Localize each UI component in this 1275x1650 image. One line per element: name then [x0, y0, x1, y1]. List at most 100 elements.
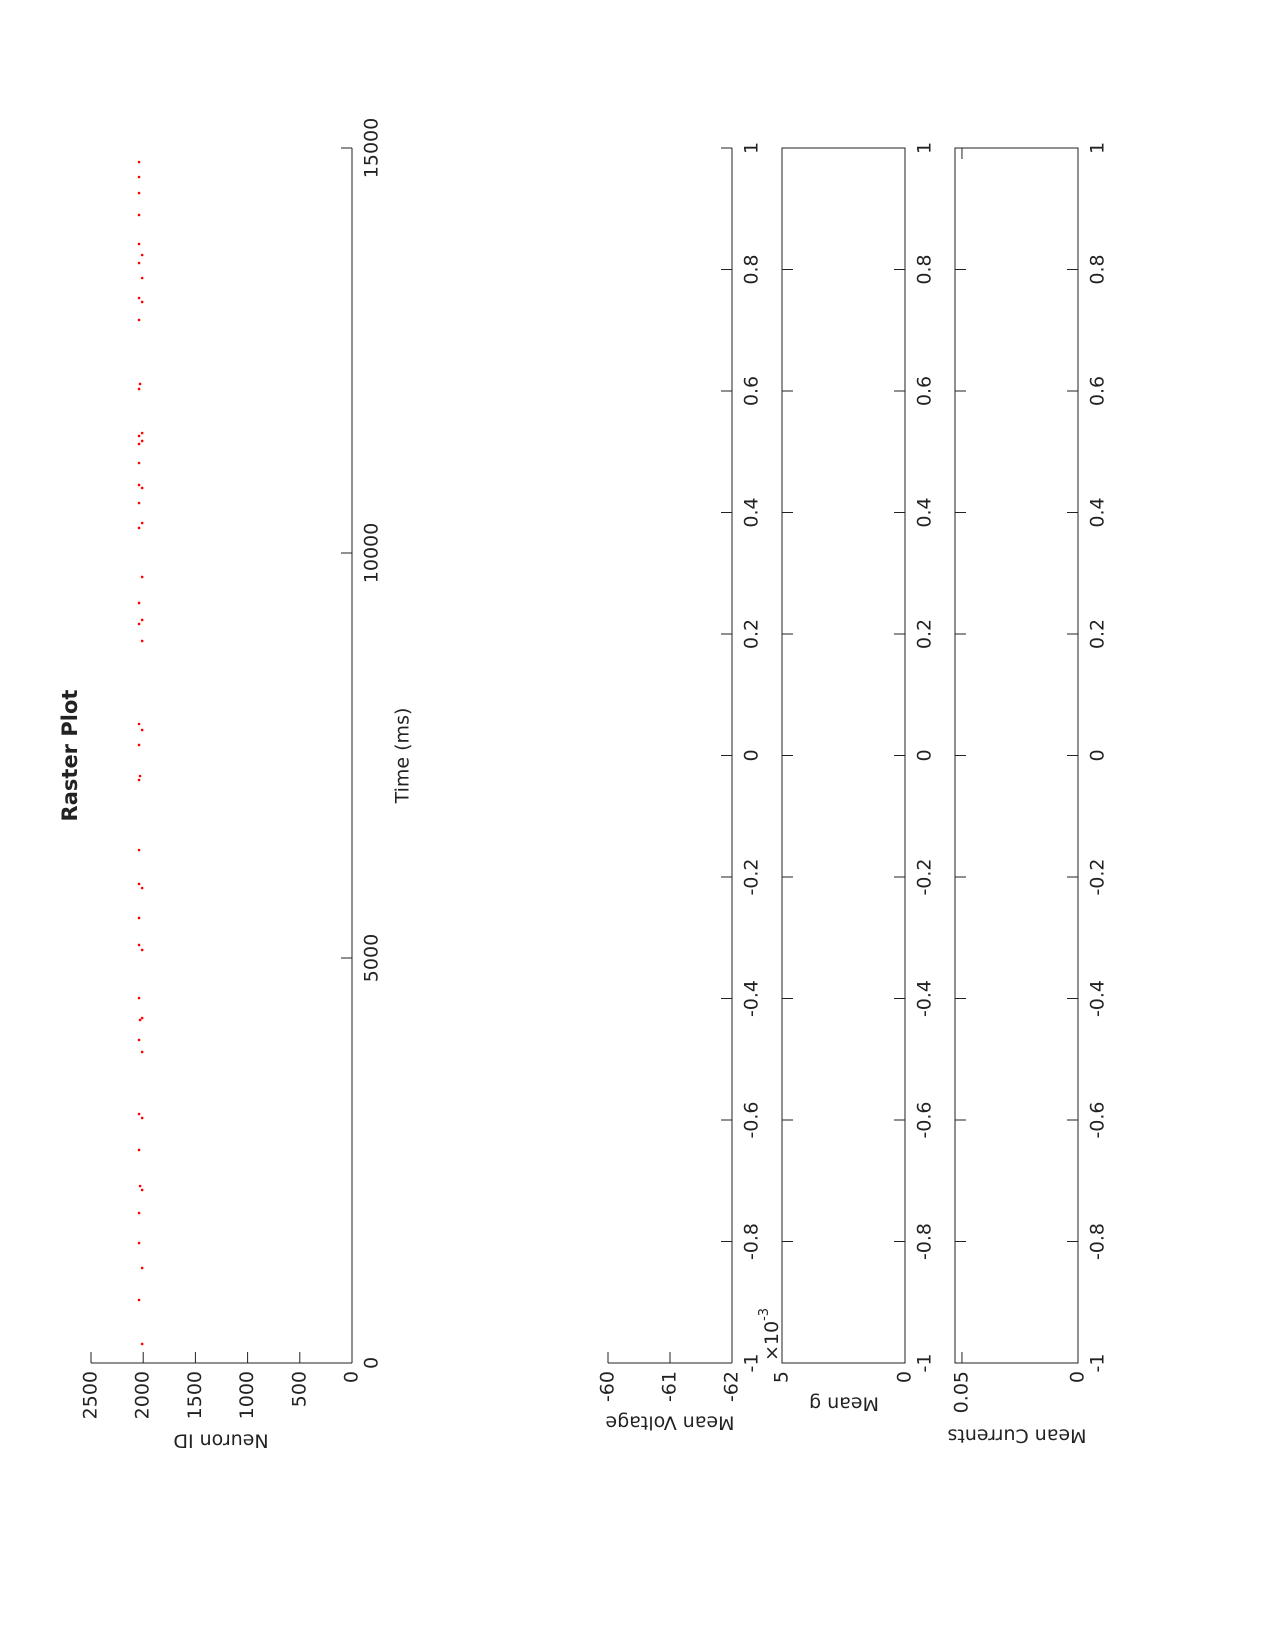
spike — [140, 439, 144, 443]
axes-box — [781, 147, 906, 1364]
axes: 0 5000 10000 15000 0 500 1000 1500 2000 2500 Raste… — [58, 118, 414, 1452]
chart-title: Raster Plot — [58, 690, 82, 822]
x-axis-label: Time (ms) — [392, 708, 414, 805]
y-tick-label: 2000 — [132, 1371, 154, 1419]
x-tick-label: 0.8 — [741, 254, 763, 284]
spike — [137, 1038, 141, 1042]
x-tick-label: 1 — [741, 142, 763, 154]
spike — [140, 253, 144, 257]
y-axis-label: Mean Currents — [947, 1425, 1086, 1447]
spike — [140, 639, 144, 643]
multiplier-base: ×10 — [761, 1321, 783, 1361]
y-tick-label: 500 — [288, 1371, 310, 1407]
spike — [138, 1018, 142, 1022]
spike — [140, 1342, 144, 1346]
x-tick-label: -0.2 — [914, 858, 936, 895]
spike — [140, 521, 144, 525]
spike — [140, 618, 144, 622]
y-tick-label: -60 — [597, 1371, 619, 1402]
x-tick-label: -0.4 — [1087, 980, 1109, 1017]
x-tick-label: 0 — [361, 1357, 383, 1369]
axes: -1 -0.8 -0.6 -0.4 -0.2 0 0.2 0.4 0.6 0.8 1 0 5 Mean g… — [757, 142, 936, 1415]
y-tick-label: -61 — [659, 1371, 681, 1402]
x-tick-label: 0.6 — [914, 376, 936, 406]
spike — [137, 916, 141, 920]
y-multiplier: ×10-3 — [757, 1308, 783, 1361]
x-tick-label: 0 — [914, 749, 936, 761]
x-tick-label: 0.8 — [914, 254, 936, 284]
spike — [137, 213, 141, 217]
spike — [137, 622, 141, 626]
y-tick-label: 0 — [341, 1371, 363, 1383]
x-tick-label: 0 — [1087, 749, 1109, 761]
spike — [137, 996, 141, 1000]
y-axis-label: Mean g — [809, 1393, 879, 1415]
spike — [138, 382, 142, 386]
spike — [137, 501, 141, 505]
x-tick-label: 0.2 — [741, 619, 763, 649]
x-tick-label: 5000 — [361, 934, 383, 982]
spike — [137, 601, 141, 605]
spike — [137, 261, 141, 265]
y-tick-label: -62 — [721, 1371, 743, 1402]
x-tick-label: 0.6 — [1087, 376, 1109, 406]
spike — [140, 575, 144, 579]
spike — [137, 442, 141, 446]
x-tick-label: -0.8 — [741, 1223, 763, 1260]
y-tick-label: 0 — [894, 1371, 916, 1383]
x-tick-label: 0.8 — [1087, 254, 1109, 284]
spike — [137, 882, 141, 886]
spike — [137, 743, 141, 747]
spike — [140, 728, 144, 732]
x-tick-label: -1 — [741, 1354, 763, 1373]
x-tick-label: 0.2 — [914, 619, 936, 649]
axes: -1 -0.8 -0.6 -0.4 -0.2 0 0.2 0.4 0.6 0.8 1 0 0.05 Mea… — [947, 142, 1108, 1447]
multiplier-exponent: -3 — [757, 1308, 772, 1321]
x-tick-label: -1 — [1087, 1354, 1109, 1373]
x-tick-label: 0.4 — [914, 497, 936, 527]
y-tick-label: 0 — [1067, 1371, 1089, 1383]
spike — [140, 300, 144, 304]
spike — [137, 191, 141, 195]
y-tick-label: 2500 — [80, 1371, 102, 1419]
spike — [137, 778, 141, 782]
x-tick-label: -1 — [914, 1354, 936, 1373]
axes: -1 -0.8 -0.6 -0.4 -0.2 0 0.2 0.4 0.6 0.8 1 -62 -61 -6… — [597, 142, 763, 1434]
spike — [137, 318, 141, 322]
spike — [137, 526, 141, 530]
x-tick-label: -0.8 — [914, 1223, 936, 1260]
spike — [140, 1188, 144, 1192]
spike — [137, 160, 141, 164]
spike — [137, 1298, 141, 1302]
x-tick-label: 15000 — [361, 118, 383, 178]
x-tick-label: -0.2 — [741, 858, 763, 895]
y-tick-label: 1500 — [184, 1371, 206, 1419]
x-tick-label: -0.2 — [1087, 858, 1109, 895]
spike — [137, 1148, 141, 1152]
spike — [140, 1266, 144, 1270]
spike — [137, 434, 141, 438]
y-axis-label: Neuron ID — [173, 1430, 268, 1452]
axes-box — [954, 147, 1079, 1364]
spike — [137, 722, 141, 726]
spike — [140, 886, 144, 890]
y-tick-label: 0.05 — [950, 1371, 972, 1413]
x-tick-label: 1 — [914, 142, 936, 154]
spike — [138, 774, 142, 778]
x-tick-label: 10000 — [361, 523, 383, 583]
x-tick-label: 0.2 — [1087, 619, 1109, 649]
spike — [137, 848, 141, 852]
spike — [137, 242, 141, 246]
spike — [137, 1241, 141, 1245]
y-axis-label: Mean Voltage — [605, 1412, 734, 1434]
x-tick-label: -0.6 — [1087, 1101, 1109, 1138]
y-tick-label: 1000 — [236, 1371, 258, 1419]
y-tick-label: 5 — [771, 1371, 793, 1383]
spike — [137, 387, 141, 391]
spike — [137, 943, 141, 947]
spike — [138, 1184, 142, 1188]
x-tick-label: -0.6 — [741, 1101, 763, 1138]
spike — [140, 276, 144, 280]
